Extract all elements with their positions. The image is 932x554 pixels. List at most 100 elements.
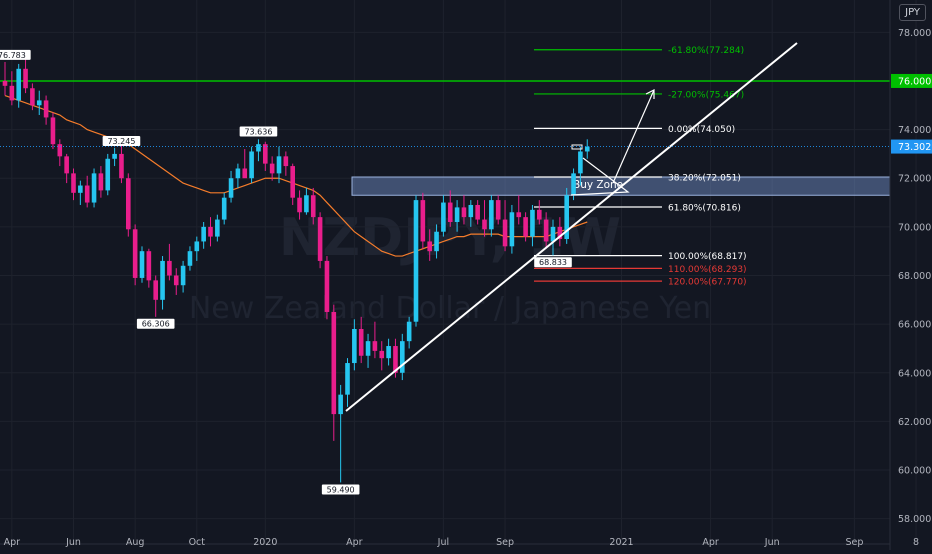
- candle-body: [208, 226, 213, 237]
- price-tick-label: 70.000: [898, 222, 931, 233]
- candle-body: [365, 341, 371, 356]
- candle-body: [297, 197, 302, 213]
- currency-badge[interactable]: JPY: [899, 4, 926, 21]
- candle-body: [434, 231, 439, 252]
- fibonacci-extension: -61.80%(77.284) -27.00%(75.467) 0.00%(74.0…: [0, 46, 890, 288]
- candle-body: [578, 151, 583, 174]
- candle-body: [516, 212, 522, 218]
- candle-body: [386, 346, 391, 359]
- candle-body: [132, 229, 138, 278]
- target-arrow-head: [645, 89, 655, 99]
- fib-level-label: 120.00%(67.770): [668, 278, 747, 288]
- candle-body: [406, 321, 412, 342]
- trend-drawings: [345, 42, 798, 412]
- last-price-tag: [891, 139, 932, 154]
- candle-body: [105, 158, 111, 191]
- fib-level-label: 110.00%(68.293): [668, 265, 747, 275]
- candle-body: [331, 311, 337, 415]
- price-tick-label: 64.000: [898, 368, 931, 379]
- candle-body: [36, 100, 42, 106]
- candle-body: [317, 217, 323, 261]
- candle-body: [489, 200, 494, 230]
- time-tick-label: Sep: [845, 537, 863, 548]
- candle-body: [9, 85, 15, 101]
- price-callout-label: 73.636: [244, 127, 272, 136]
- candle-body: [454, 207, 460, 222]
- candle-body: [228, 178, 234, 198]
- price-tick-label: 74.000: [898, 125, 931, 136]
- candle-body: [564, 195, 569, 240]
- time-axis[interactable]: Apr Jun Aug Oct 2020 Apr Jul Sep 2021 Apr Jun Sep 8: [0, 537, 919, 548]
- candle-body: [235, 168, 241, 179]
- price-callout-label: 73.245: [107, 137, 135, 146]
- candle-body: [71, 173, 76, 193]
- candle-body: [304, 195, 309, 213]
- candle-body: [543, 219, 549, 242]
- price-callout-label: 76.783: [0, 51, 26, 60]
- price-tick-label: 58.000: [898, 514, 931, 525]
- last-price-label: 73.302: [898, 142, 931, 153]
- candle-body: [160, 260, 165, 300]
- target-arrow: [612, 89, 655, 184]
- time-tick-label: Jul: [437, 537, 449, 548]
- candle-body: [43, 100, 49, 118]
- current-bar-marker: [571, 144, 583, 150]
- candle-body: [256, 144, 261, 152]
- price-callout-label: 66.306: [142, 320, 170, 329]
- moving-average: [4, 94, 588, 257]
- price-callout-box: [0, 49, 31, 60]
- candle-body: [180, 265, 186, 286]
- ma-line: [4, 94, 588, 257]
- buy-zone-label: Buy Zone: [573, 179, 623, 191]
- candle-body: [550, 226, 556, 242]
- time-tick-label: Apr: [702, 537, 719, 548]
- watermark-description: New Zealand Dollar / Japanese Yen: [189, 291, 711, 326]
- price-tick-label: 78.000: [898, 28, 931, 39]
- candle-body: [215, 219, 220, 237]
- candle-body: [276, 156, 282, 174]
- candle-body: [30, 88, 35, 106]
- time-tick-label: Oct: [189, 537, 206, 548]
- time-tick-label: Apr: [346, 537, 363, 548]
- candle-body: [126, 178, 131, 230]
- candle-body: [358, 329, 364, 356]
- candle-body: [290, 166, 295, 198]
- price-callout-label: 68.833: [539, 258, 567, 267]
- price-callout-box: [534, 257, 572, 268]
- fib-level-label: 38.20%(72.051): [668, 173, 741, 183]
- candle-body: [119, 153, 124, 179]
- candle-body: [502, 219, 508, 247]
- candle-body: [187, 251, 193, 266]
- candle-body: [523, 217, 528, 237]
- price-callout-label: 59.490: [327, 485, 355, 494]
- candle-body: [379, 350, 385, 359]
- candle-body: [57, 144, 63, 157]
- candle-body: [283, 156, 289, 167]
- candle-body: [393, 346, 398, 373]
- candle-body: [461, 207, 467, 218]
- candle-body: [495, 200, 501, 220]
- fib-level-label: 61.80%(70.816): [668, 204, 741, 214]
- candle-body: [475, 204, 480, 220]
- candle-body: [269, 163, 275, 174]
- candle-body: [139, 251, 145, 278]
- price-callout-box: [136, 318, 175, 329]
- candle-body: [146, 251, 152, 281]
- candle-body: [23, 68, 28, 89]
- fib-level-label: 100.00%(68.817): [668, 252, 747, 262]
- time-tick-label: Jun: [764, 537, 780, 548]
- candle-body: [249, 151, 254, 179]
- candle-body: [112, 153, 117, 159]
- time-tick-label: 8: [913, 537, 919, 548]
- candle-body: [441, 202, 446, 232]
- candle-body: [242, 168, 248, 179]
- candles: [2, 59, 590, 483]
- candle-body: [338, 394, 343, 415]
- price-tick-label: 60.000: [898, 466, 931, 477]
- candle-body: [352, 329, 357, 364]
- candle-body: [310, 195, 316, 218]
- resistance-tag: [891, 73, 932, 88]
